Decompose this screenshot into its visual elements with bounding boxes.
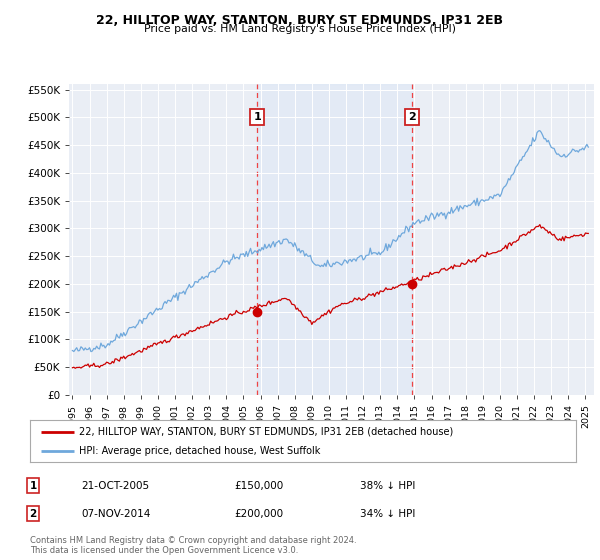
Bar — [257, 84, 412, 395]
Text: 21-OCT-2005: 21-OCT-2005 — [81, 480, 149, 491]
Text: 2: 2 — [29, 508, 37, 519]
Text: 1: 1 — [29, 480, 37, 491]
Text: 38% ↓ HPI: 38% ↓ HPI — [360, 480, 415, 491]
Text: £150,000: £150,000 — [234, 480, 283, 491]
Text: 22, HILLTOP WAY, STANTON, BURY ST EDMUNDS, IP31 2EB (detached house): 22, HILLTOP WAY, STANTON, BURY ST EDMUND… — [79, 427, 454, 437]
Text: 2: 2 — [408, 113, 416, 122]
Text: 34% ↓ HPI: 34% ↓ HPI — [360, 508, 415, 519]
Text: HPI: Average price, detached house, West Suffolk: HPI: Average price, detached house, West… — [79, 446, 320, 456]
Text: 07-NOV-2014: 07-NOV-2014 — [81, 508, 151, 519]
Text: 22, HILLTOP WAY, STANTON, BURY ST EDMUNDS, IP31 2EB: 22, HILLTOP WAY, STANTON, BURY ST EDMUND… — [97, 14, 503, 27]
Text: Contains HM Land Registry data © Crown copyright and database right 2024.
This d: Contains HM Land Registry data © Crown c… — [30, 536, 356, 556]
Text: £200,000: £200,000 — [234, 508, 283, 519]
Text: 1: 1 — [253, 113, 261, 122]
Text: Price paid vs. HM Land Registry's House Price Index (HPI): Price paid vs. HM Land Registry's House … — [144, 24, 456, 34]
